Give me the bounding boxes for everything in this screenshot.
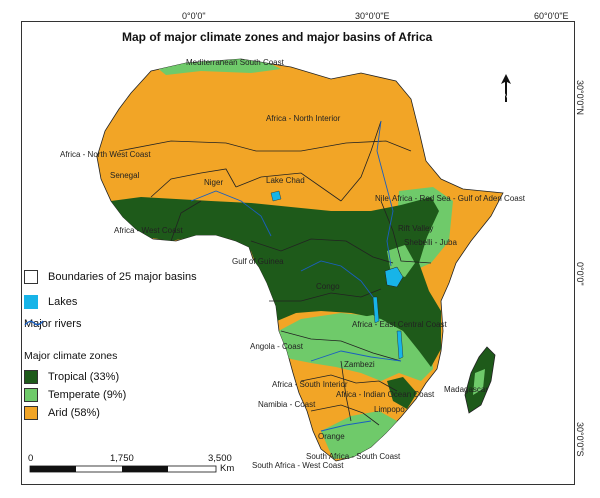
scale-tick-1750: 1,750	[110, 453, 134, 464]
legend-lakes-label: Lakes	[48, 296, 78, 308]
label-congo: Congo	[316, 282, 340, 291]
label-rift-valley: Rift Valley	[398, 224, 434, 233]
legend-basins: Boundaries of 25 major basins	[24, 270, 197, 284]
label-angola-coast: Angola - Coast	[250, 342, 303, 351]
temperate-zone-central	[341, 315, 393, 359]
coord-top-30e: 30°0'0"E	[355, 11, 390, 21]
label-mediterranean: Mediterranean South Coast	[186, 58, 284, 67]
madagascar-temperate	[473, 369, 485, 395]
label-lake-chad: Lake Chad	[266, 176, 305, 185]
temperate-swatch	[24, 388, 38, 402]
label-south-west-coast: South Africa - West Coast	[252, 461, 344, 470]
label-namibia-coast: Namibia - Coast	[258, 400, 316, 409]
label-east-central-coast: Africa - East Central Coast	[352, 320, 447, 329]
label-orange: Orange	[318, 432, 345, 441]
label-niger: Niger	[204, 178, 224, 187]
label-zambezi: Zambezi	[344, 360, 375, 369]
coord-right-30s: 30°0'0"S	[575, 422, 585, 457]
label-senegal: Senegal	[110, 171, 140, 180]
tropical-zone	[111, 197, 441, 367]
legend-arid: Arid (58%)	[24, 406, 100, 420]
label-north-west-coast: Africa - North West Coast	[60, 150, 151, 159]
legend-tropical: Tropical (33%)	[24, 370, 119, 384]
africa-map-svg	[96, 58, 561, 462]
coord-top-60e: 60°0'0"E	[534, 11, 569, 21]
scale-bar: 0 1,750 3,500 Km	[28, 453, 248, 479]
north-arrow-icon: N	[501, 74, 511, 102]
north-letter: N	[504, 94, 508, 100]
coord-right-0: 0°0'0"	[575, 262, 585, 286]
legend-temperate-label: Temperate (9%)	[48, 389, 127, 401]
arabia-fragment	[419, 97, 561, 197]
basin-boundaries	[118, 120, 432, 426]
coord-right-30n: 30°0'0"N	[575, 80, 585, 116]
lake-tanganyika	[372, 296, 380, 324]
legend-lakes: Lakes	[24, 295, 77, 309]
arid-swatch	[24, 406, 38, 420]
label-gulf-of-guinea: Gulf of Guinea	[232, 257, 284, 266]
label-north-interior: Africa - North Interior	[266, 114, 341, 123]
basin-boundary-swatch	[24, 270, 38, 284]
legend-tropical-label: Tropical (33%)	[48, 371, 120, 383]
map-frame	[21, 21, 575, 485]
coord-top-0: 0°0'0"	[182, 11, 206, 21]
lake-swatch	[24, 295, 38, 309]
map-title: Map of major climate zones and major bas…	[122, 30, 433, 44]
river-line-icon	[24, 320, 44, 326]
lake-victoria	[384, 266, 404, 288]
label-limpopo: Limpopo	[374, 405, 405, 414]
label-south-coast: South Africa - South Coast	[306, 452, 401, 461]
legend-rivers-label: Major rivers	[24, 318, 82, 330]
legend-arid-label: Arid (58%)	[48, 407, 100, 419]
lake-malawi	[396, 330, 404, 360]
scale-tick-3500: 3,500	[208, 453, 232, 464]
tropical-zone-mozambique	[387, 377, 417, 409]
major-rivers	[190, 120, 402, 432]
temperate-zone-cape	[321, 411, 397, 459]
lake-chad	[270, 190, 282, 202]
legend-basins-label: Boundaries of 25 major basins	[48, 271, 197, 283]
legend-rivers: Major rivers	[24, 318, 81, 330]
label-shebelli-juba: Shebelli - Juba	[404, 238, 457, 247]
label-south-interior: Africa - South Interior	[272, 380, 348, 389]
label-west-coast: Africa - West Coast	[114, 226, 183, 235]
label-indian-ocean-coast: Africa - Indian Ocean Coast	[336, 390, 435, 399]
label-red-sea: Africa - Red Sea - Gulf of Aden Coast	[392, 194, 525, 203]
tropical-swatch	[24, 370, 38, 384]
label-madagascar: Madagascar	[444, 385, 489, 394]
scale-unit: Km	[220, 463, 235, 474]
scale-bar-graphic	[29, 465, 217, 473]
legend-temperate: Temperate (9%)	[24, 388, 126, 402]
legend-zones-title: Major climate zones	[24, 350, 118, 362]
scale-tick-0: 0	[28, 453, 34, 464]
label-nile: Nile	[375, 194, 389, 203]
north-arrow: N	[498, 74, 514, 104]
